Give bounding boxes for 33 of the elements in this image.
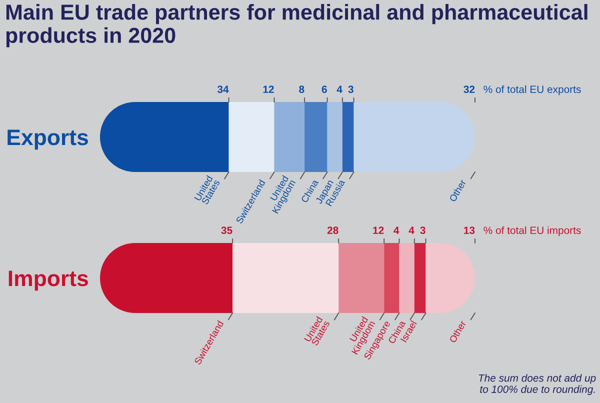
data-label: 3 bbox=[348, 86, 354, 94]
bar bbox=[384, 243, 400, 313]
bar bbox=[399, 243, 414, 313]
data-label: 12 bbox=[263, 86, 274, 93]
data-label: 32 bbox=[464, 86, 475, 94]
bar bbox=[100, 102, 229, 172]
bar bbox=[342, 102, 354, 172]
bar bbox=[100, 243, 233, 313]
data-label: 3 bbox=[420, 226, 426, 234]
data-label: 34 bbox=[217, 86, 229, 94]
data-label: 35 bbox=[221, 226, 232, 234]
data-label: 13 bbox=[464, 226, 475, 234]
y-tick-label: Exports bbox=[8, 130, 88, 150]
text: The sum does not add up to 100% due to rounding. bbox=[478, 374, 596, 395]
x-axis-title: % of total EU imports bbox=[484, 226, 581, 236]
bar bbox=[338, 243, 384, 313]
data-label: 12 bbox=[373, 226, 384, 234]
y-tick-label: Imports bbox=[8, 270, 88, 291]
data-label: 8 bbox=[299, 86, 304, 94]
data-label: 6 bbox=[322, 86, 327, 94]
data-label: 4 bbox=[394, 226, 400, 234]
bar bbox=[304, 102, 328, 172]
data-label: 4 bbox=[336, 86, 342, 93]
bar bbox=[232, 243, 339, 313]
bar bbox=[354, 102, 475, 172]
bar bbox=[274, 102, 305, 172]
bar bbox=[414, 243, 426, 313]
data-label: 4 bbox=[408, 226, 414, 234]
bar bbox=[228, 102, 274, 172]
chart-title: Main EU trade partners for medicinal and pharmaceutical products in 2020 bbox=[6, 4, 588, 48]
data-label: 28 bbox=[327, 226, 338, 234]
x-axis-title: % of total EU exports bbox=[484, 85, 581, 96]
bar bbox=[327, 102, 342, 172]
